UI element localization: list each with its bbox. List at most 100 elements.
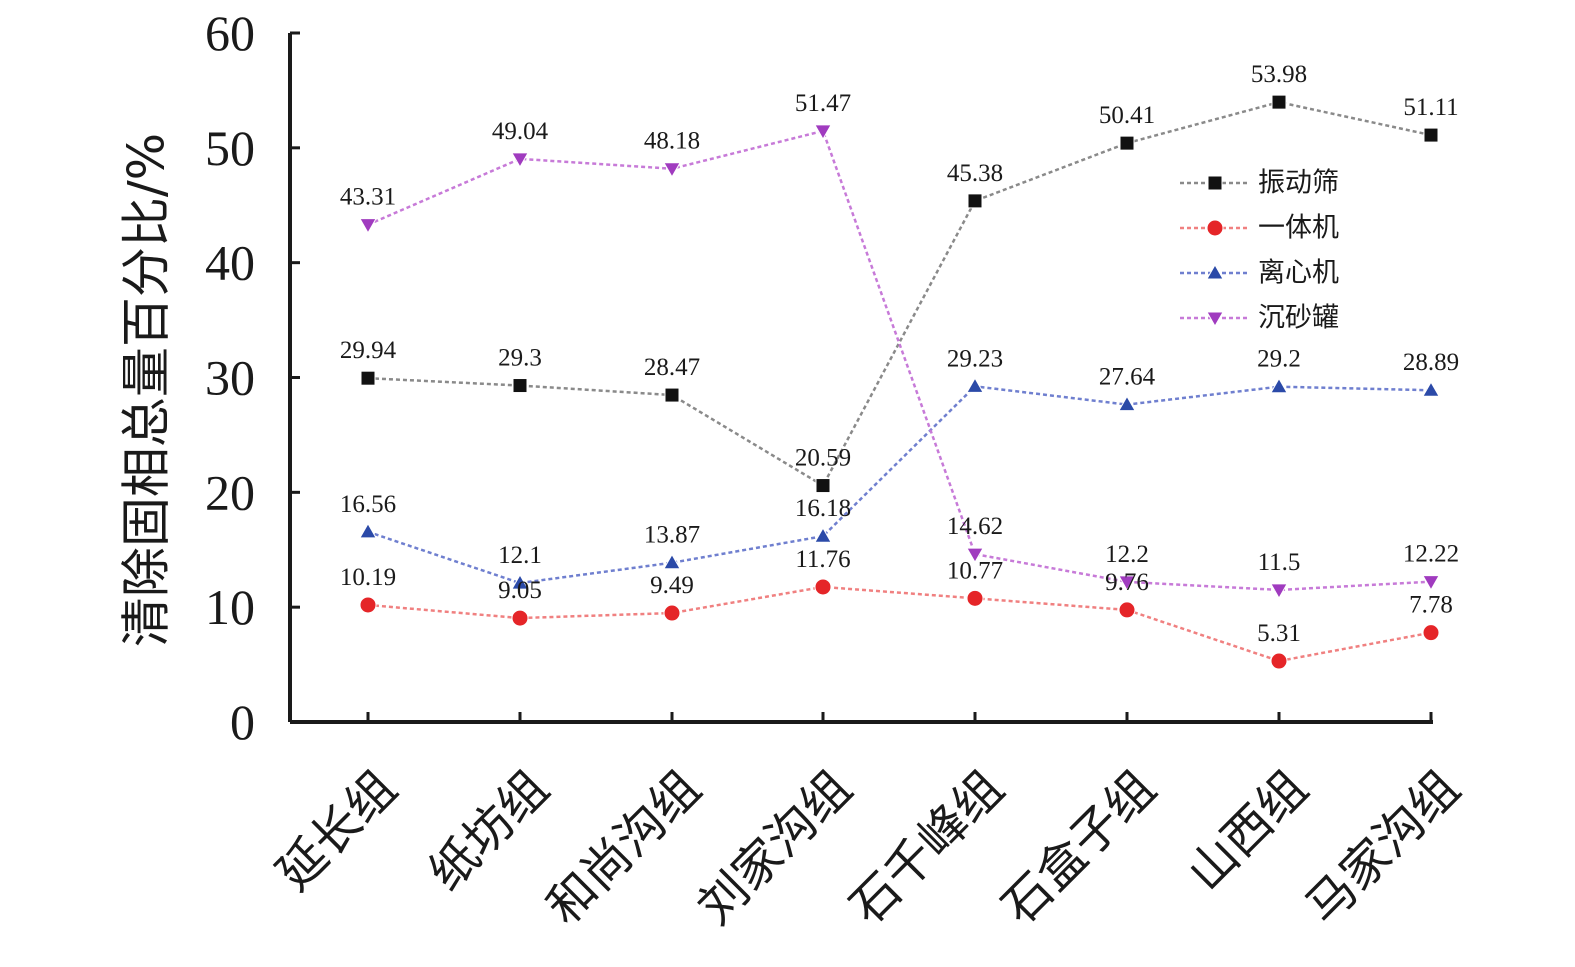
data-label: 10.19	[340, 564, 396, 591]
data-point	[663, 162, 681, 178]
data-point	[664, 387, 680, 403]
data-point	[967, 193, 983, 209]
y-tick-label: 20	[205, 464, 255, 520]
legend-label: 振动筛	[1258, 168, 1339, 199]
data-label: 12.22	[1403, 541, 1459, 568]
data-label: 45.38	[947, 160, 1003, 187]
data-label: 5.31	[1257, 620, 1301, 647]
series-shaker	[360, 94, 1439, 494]
data-point	[1118, 601, 1136, 619]
data-label: 53.98	[1251, 61, 1307, 88]
data-label: 48.18	[644, 128, 700, 155]
data-label: 20.59	[795, 445, 851, 472]
data-point	[1270, 652, 1288, 670]
data-point	[360, 370, 376, 386]
x-tick-label: 刘家沟组	[687, 760, 862, 935]
data-label: 9.49	[650, 572, 694, 599]
data-point	[814, 578, 832, 596]
data-label: 14.62	[947, 513, 1003, 540]
legend-item-sand-tank: 沉砂罐	[1180, 303, 1339, 334]
x-tick-label: 山西组	[1177, 760, 1318, 901]
data-label: 50.41	[1099, 102, 1155, 129]
data-label: 10.77	[947, 557, 1003, 584]
y-tick-label: 10	[205, 579, 255, 635]
x-tick-label: 石千峰组	[839, 760, 1014, 935]
data-point	[1118, 575, 1136, 591]
data-point	[1119, 135, 1135, 151]
y-tick-label: 50	[205, 120, 255, 176]
series	[359, 94, 1440, 670]
legend-item-shaker: 振动筛	[1180, 168, 1339, 199]
x-tick-label: 纸坊组	[418, 760, 559, 901]
data-label: 9.05	[498, 577, 542, 604]
data-point	[1270, 377, 1288, 394]
y-tick-label: 40	[205, 235, 255, 291]
y-tick-label: 0	[230, 694, 255, 750]
data-point	[1271, 94, 1287, 110]
data-label: 12.1	[498, 542, 542, 569]
series-line	[367, 129, 1432, 592]
series-sand-tank	[359, 124, 1440, 599]
legend-item-integrated: 一体机	[1180, 213, 1339, 244]
data-point	[359, 522, 377, 539]
y-axis-label: 清除固相总量百分比/%	[118, 133, 176, 647]
legend-label: 一体机	[1258, 213, 1339, 244]
data-label: 16.18	[795, 495, 851, 522]
x-tick-label: 和尚沟组	[536, 760, 711, 935]
data-label: 29.23	[947, 345, 1003, 372]
legend-marker	[1206, 263, 1224, 280]
x-tick-label: 马家沟组	[1295, 760, 1470, 935]
series-line	[367, 585, 1432, 663]
data-point	[814, 527, 832, 543]
data-point	[1423, 127, 1439, 143]
data-point	[1422, 381, 1440, 397]
data-label: 28.47	[644, 354, 700, 381]
legend-marker	[1206, 311, 1224, 328]
data-point	[359, 596, 377, 614]
data-label: 43.31	[340, 184, 396, 211]
data-label: 51.47	[795, 90, 851, 117]
y-tick-label: 60	[205, 5, 255, 61]
legend-label: 离心机	[1258, 258, 1339, 289]
legend-marker	[1207, 175, 1223, 191]
y-axis-label-group: 清除固相总量百分比/%	[118, 133, 176, 647]
x-tick-label: 石盒子组	[991, 760, 1166, 935]
data-point	[663, 604, 681, 622]
y-tick-label: 30	[205, 350, 255, 406]
data-point	[814, 124, 832, 141]
data-point	[512, 378, 528, 394]
data-point	[1118, 395, 1136, 412]
data-label: 13.87	[644, 522, 700, 549]
data-point	[815, 478, 831, 494]
data-labels: 29.94 29.3 28.47 20.59 45.38 50.41 53.98 51.11 1…	[340, 61, 1459, 647]
data-point	[966, 547, 984, 564]
data-label: 51.11	[1403, 94, 1458, 121]
data-label: 9.76	[1105, 569, 1149, 596]
data-point	[359, 218, 377, 234]
data-label: 11.5	[1258, 549, 1301, 576]
data-point	[966, 589, 984, 607]
data-label: 29.2	[1257, 346, 1301, 373]
data-point	[966, 377, 984, 393]
series-centrifuge	[359, 377, 1440, 590]
data-point	[511, 152, 529, 168]
data-point	[1422, 624, 1440, 642]
data-point	[1270, 583, 1288, 599]
data-label: 29.3	[498, 345, 542, 372]
data-label: 7.78	[1409, 592, 1453, 619]
data-point	[511, 609, 529, 627]
x-tick-label: 延长组	[266, 760, 407, 901]
legend-label: 沉砂罐	[1258, 303, 1339, 334]
series-integrated	[359, 578, 1440, 670]
data-point	[1422, 575, 1440, 591]
legend-marker	[1206, 219, 1224, 237]
data-label: 12.2	[1105, 541, 1149, 568]
data-point	[663, 553, 681, 570]
series-line	[367, 100, 1432, 488]
data-label: 29.94	[340, 337, 397, 364]
data-point	[511, 573, 529, 590]
data-label: 11.76	[795, 546, 850, 573]
